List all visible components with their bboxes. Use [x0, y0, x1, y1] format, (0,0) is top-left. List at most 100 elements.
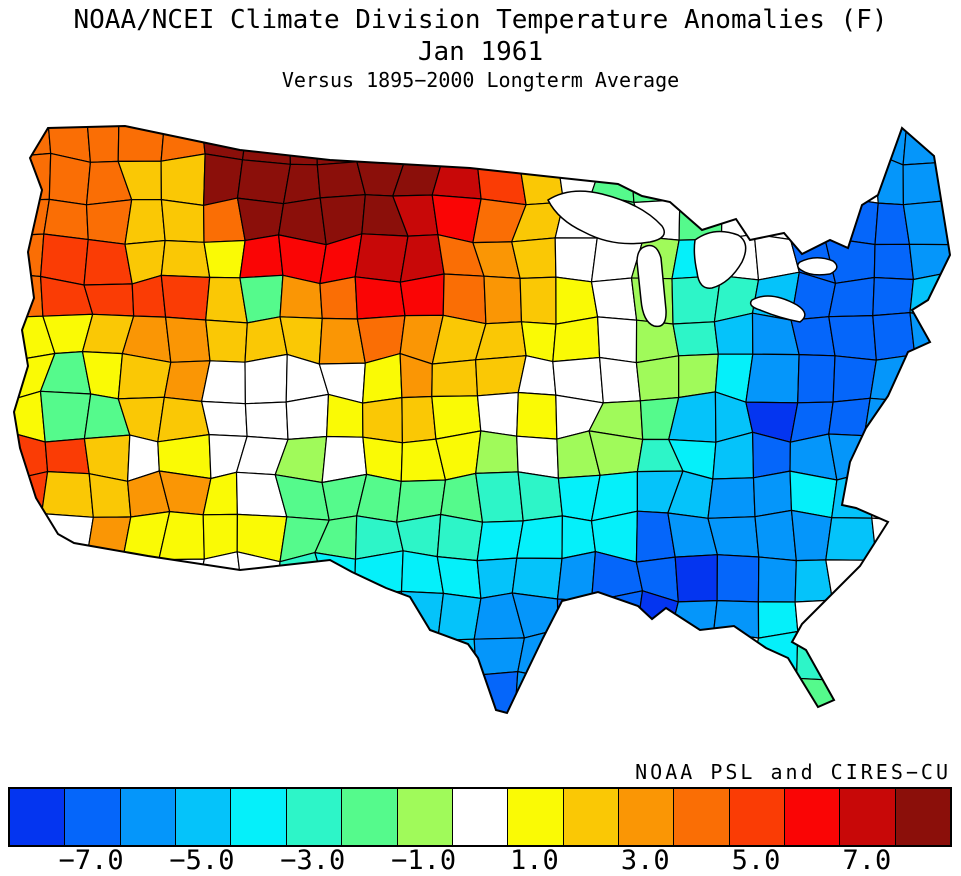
climate-division-cell	[241, 668, 284, 713]
colorbar-cell-4	[674, 789, 730, 845]
climate-division-cell	[476, 557, 518, 600]
climate-division-cell	[555, 126, 605, 160]
climate-division-cell	[200, 400, 248, 438]
climate-division-cell	[674, 554, 719, 603]
climate-division-cell	[863, 435, 912, 476]
climate-division-cell	[319, 276, 359, 320]
lake-superior	[547, 190, 665, 245]
colorbar-cell--2	[342, 789, 398, 845]
climate-division-cell	[907, 558, 950, 599]
colorbar	[8, 787, 952, 847]
climate-division-cell	[745, 353, 800, 404]
colorbar-cell--4	[231, 789, 287, 845]
climate-division-cell	[239, 274, 284, 324]
colorbar-tick-label: −3.0	[280, 845, 346, 876]
climate-division-cell	[828, 276, 875, 318]
climate-division-cell	[716, 554, 760, 603]
climate-division-cell	[825, 126, 876, 165]
climate-division-cell	[833, 152, 879, 204]
climate-division-cell	[198, 632, 251, 679]
climate-division-cell	[83, 283, 135, 317]
climate-division-cell	[281, 630, 326, 681]
colorbar-cell-8	[895, 789, 951, 845]
climate-division-cell	[159, 669, 206, 713]
climate-division-cell	[285, 393, 330, 441]
climate-division-cell	[712, 599, 760, 639]
climate-division-cell	[668, 631, 717, 676]
climate-division-cell	[117, 352, 172, 400]
climate-division-cell	[354, 632, 401, 683]
colorbar-cell-0	[452, 789, 509, 845]
climate-division-cell	[160, 239, 211, 279]
climate-division-cell	[244, 353, 288, 405]
climate-division-cell	[14, 510, 53, 562]
colorbar-tick-label: 1.0	[510, 845, 559, 876]
climate-division-cell	[871, 470, 911, 521]
climate-division-cell	[85, 199, 133, 245]
climate-division-cell	[48, 152, 92, 206]
climate-division-cell	[752, 470, 793, 518]
climate-division-cell	[510, 237, 557, 280]
climate-division-cell	[14, 126, 52, 158]
page-title: NOAA/NCEI Climate Division Temperature A…	[73, 5, 888, 35]
colorbar-cell-6	[785, 789, 841, 845]
climate-division-cell	[516, 515, 564, 560]
colorbar-cell-7	[840, 789, 896, 845]
climate-division-cell	[910, 392, 950, 445]
climate-division-cell	[119, 635, 168, 682]
us-outline	[12, 124, 952, 715]
climate-division-cell	[159, 632, 212, 678]
colorbar-tick-label: −7.0	[58, 845, 124, 876]
climate-division-cell	[831, 672, 871, 713]
climate-division-cell	[353, 550, 404, 597]
colorbar-cell--3	[286, 789, 343, 845]
climate-division-cell	[630, 156, 681, 204]
climate-division-cell	[554, 237, 598, 283]
climate-division-cell	[869, 637, 918, 681]
climate-division-cell	[678, 353, 719, 399]
climate-division-cell	[119, 595, 168, 643]
climate-division-cell	[790, 316, 836, 357]
climate-division-cell	[361, 396, 404, 444]
climate-division-cell	[592, 631, 643, 683]
climate-division-cell	[869, 354, 916, 403]
climate-division-cell	[354, 126, 408, 163]
climate-division-cell	[40, 470, 94, 518]
climate-division-cell	[439, 126, 479, 162]
climate-division-cell	[48, 588, 94, 634]
climate-division-cell	[121, 559, 164, 602]
colorbar-tick-label: 7.0	[842, 845, 892, 876]
climate-division-cell	[401, 395, 437, 444]
climate-division-cell	[905, 633, 950, 681]
climate-division-cell	[707, 153, 753, 199]
climate-division-cell	[394, 632, 440, 679]
climate-division-cell	[831, 589, 880, 643]
climate-division-cell	[431, 670, 477, 713]
climate-division-cell	[236, 159, 292, 205]
climate-division-cell	[127, 669, 171, 713]
climate-division-cell	[906, 670, 950, 713]
climate-division-cell	[476, 520, 524, 562]
climate-division-cell	[705, 668, 759, 713]
lake-huron	[693, 230, 747, 289]
climate-division-cell	[314, 631, 357, 683]
colorbar-cell--1	[397, 789, 453, 845]
climate-division-cell	[244, 401, 289, 441]
climate-division-cell	[431, 152, 482, 200]
climate-division-cell	[205, 319, 248, 363]
colorbar-tick-label: −5.0	[169, 845, 235, 876]
climate-division-cell	[85, 671, 129, 713]
climate-division-cell	[791, 159, 835, 206]
climate-division-cell	[635, 631, 676, 679]
climate-division-cell	[909, 439, 950, 476]
colorbar-cell--7	[65, 789, 121, 845]
climate-division-cell	[39, 390, 92, 443]
climate-division-cell	[789, 470, 838, 519]
climate-division-cell	[124, 198, 166, 245]
climate-division-cell	[354, 233, 409, 283]
climate-division-cell	[902, 471, 950, 521]
climate-division-cell	[519, 276, 557, 325]
climate-division-cell	[86, 516, 132, 561]
